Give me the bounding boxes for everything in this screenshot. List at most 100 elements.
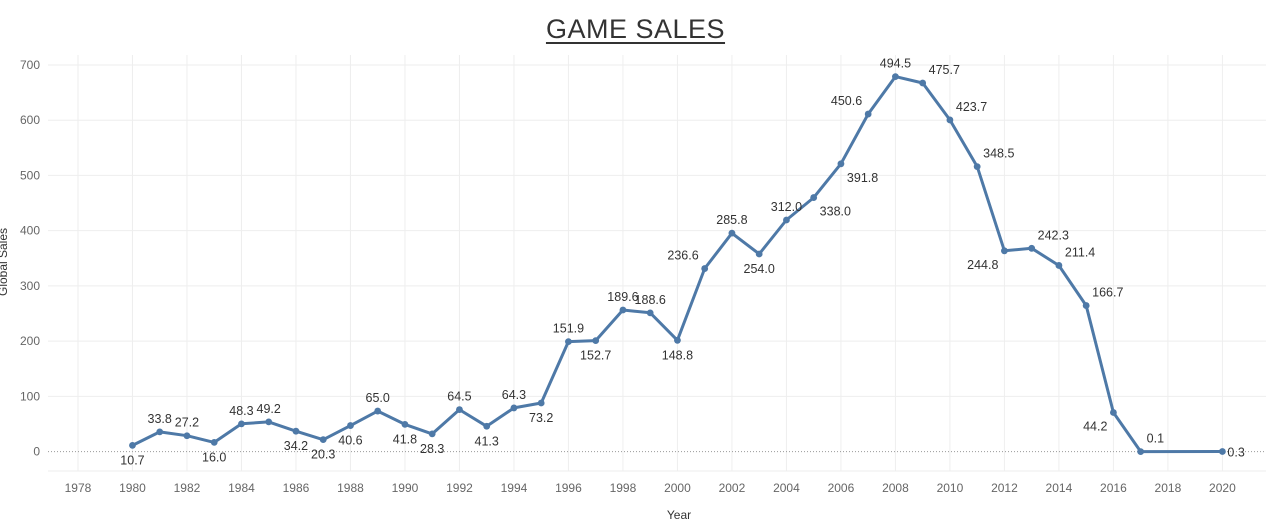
data-point[interactable] [210,438,218,446]
data-point[interactable] [374,407,382,415]
data-label: 391.8 [847,171,878,185]
data-label: 312.0 [771,200,802,214]
data-label: 73.2 [529,411,553,425]
x-tick-label: 2012 [991,481,1018,495]
data-point[interactable] [265,418,273,426]
x-tick-label: 1998 [610,481,637,495]
data-label: 64.5 [447,390,471,404]
y-tick-label: 600 [20,113,40,127]
data-point[interactable] [728,229,736,237]
data-point[interactable] [483,422,491,430]
data-point[interactable] [129,441,136,449]
data-labels: 10.7 33.8 27.2 16.0 48.3 49.2 34.220.340.6 65.0… [120,57,1245,468]
x-tick-label: 2002 [719,481,746,495]
data-point[interactable] [347,422,354,429]
data-point[interactable] [919,79,927,87]
data-label: 189.6 [607,290,638,304]
x-tick-label: 1978 [65,481,92,495]
data-label: 10.7 [120,453,144,467]
data-point[interactable] [1110,409,1117,416]
data-point[interactable] [783,216,790,224]
data-label: 20.3 [311,448,335,462]
data-label: 151.9 [553,322,584,336]
data-point[interactable] [1082,302,1090,309]
data-point[interactable] [674,336,681,344]
data-label: 494.5 [880,57,911,71]
data-point[interactable] [401,420,409,428]
y-tick-label: 500 [20,168,40,182]
chart-title: GAME SALES [545,14,726,44]
x-tick-label: 2006 [828,481,855,495]
data-point[interactable] [1028,244,1036,252]
data-label: 236.6 [667,249,698,263]
data-point[interactable] [701,265,709,272]
x-tick-label: 2008 [882,481,909,495]
data-label: 254.0 [744,262,775,276]
data-point[interactable] [183,432,191,440]
data-point[interactable] [973,163,981,171]
x-tick-label: 2000 [664,481,691,495]
data-label: 16.0 [202,450,226,464]
data-point[interactable] [646,309,654,317]
y-tick-label: 200 [20,334,40,348]
data-label: 65.0 [366,391,390,405]
data-point[interactable] [946,116,954,124]
data-point[interactable] [565,338,572,346]
data-label: 450.6 [831,94,862,108]
data-point[interactable] [837,160,845,168]
data-point[interactable] [537,399,545,407]
data-point[interactable] [810,194,818,201]
data-point[interactable] [156,428,164,436]
grid-lines [48,55,1266,472]
data-label: 242.3 [1038,228,1069,242]
x-tick-label: 1980 [119,481,146,495]
data-label: 48.3 [229,404,253,418]
data-label: 0.3 [1227,446,1244,460]
data-point[interactable] [1001,247,1008,255]
data-point[interactable] [755,250,763,258]
data-point[interactable] [1219,448,1226,455]
x-tick-label: 1992 [446,481,473,495]
data-label: 27.2 [175,416,199,430]
data-label: 64.3 [502,388,526,402]
y-axis-ticks: 0 100 200 300 400 500 600 700 [20,58,40,459]
data-point[interactable] [428,430,436,438]
data-point[interactable] [864,110,872,118]
data-point[interactable] [510,404,518,412]
data-label: 49.2 [257,402,281,416]
x-tick-label: 1990 [392,481,419,495]
x-tick-label: 1994 [501,481,528,495]
data-label: 423.7 [956,100,987,114]
x-tick-label: 2016 [1100,481,1127,495]
x-tick-label: 1996 [555,481,582,495]
data-label: 28.3 [420,442,444,456]
data-point[interactable] [238,420,245,428]
x-tick-label: 2014 [1046,481,1073,495]
data-label: 33.8 [148,412,172,426]
x-tick-label: 1984 [228,481,255,495]
x-tick-label: 1982 [174,481,201,495]
y-tick-label: 700 [20,58,40,72]
data-label: 348.5 [983,147,1014,161]
data-point[interactable] [1055,262,1063,269]
data-point[interactable] [892,73,899,81]
data-point[interactable] [592,337,600,345]
data-label: 188.6 [635,293,666,307]
y-tick-label: 300 [20,279,40,293]
x-tick-label: 1986 [283,481,310,495]
y-axis-title: Global Sales [0,228,10,296]
data-label: 40.6 [338,434,362,448]
data-point[interactable] [619,306,627,314]
x-tick-label: 2020 [1209,481,1236,495]
data-point[interactable] [292,427,300,435]
data-label: 41.3 [475,434,499,448]
data-point[interactable] [319,436,327,444]
y-tick-label: 0 [33,445,40,459]
data-label: 166.7 [1092,286,1123,300]
data-label: 34.2 [284,439,308,453]
data-point[interactable] [456,406,463,413]
x-tick-label: 1988 [337,481,364,495]
data-point[interactable] [1137,448,1145,456]
